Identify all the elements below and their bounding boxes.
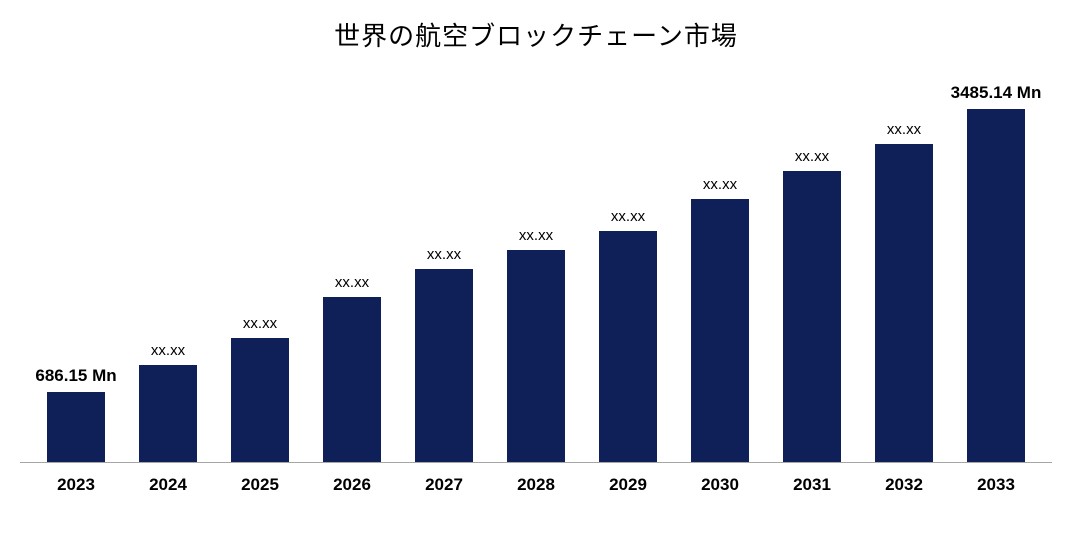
- bar-slot: xx.xx: [858, 83, 950, 462]
- bar-slot: xx.xx: [766, 83, 858, 462]
- bar: [691, 199, 750, 462]
- bar-slot: 686.15 Mn: [30, 83, 122, 462]
- bar: [507, 250, 566, 462]
- chart-title: 世界の航空ブロックチェーン市場: [20, 16, 1052, 53]
- bar: [967, 109, 1026, 462]
- bar-slot: xx.xx: [490, 83, 582, 462]
- bar: [323, 297, 382, 462]
- x-axis-label: 2033: [950, 467, 1042, 503]
- x-axis-label: 2026: [306, 467, 398, 503]
- bar-value-label: xx.xx: [519, 227, 553, 244]
- bar-value-label: xx.xx: [335, 274, 369, 291]
- bar-chart: 世界の航空ブロックチェーン市場 686.15 Mn xx.xx xx.xx xx.xx…: [0, 0, 1072, 549]
- x-axis-label: 2029: [582, 467, 674, 503]
- bar-slot: xx.xx: [674, 83, 766, 462]
- bar: [783, 171, 842, 462]
- bar-slot: xx.xx: [398, 83, 490, 462]
- bar: [875, 144, 934, 462]
- bar-value-label: 3485.14 Mn: [951, 83, 1042, 103]
- bar-value-label: xx.xx: [243, 315, 277, 332]
- x-axis-label: 2028: [490, 467, 582, 503]
- bar-value-label: xx.xx: [611, 208, 645, 225]
- bars-row: 686.15 Mn xx.xx xx.xx xx.xx xx.xx xx.xx xx.xx x…: [20, 83, 1052, 463]
- x-axis-label: 2031: [766, 467, 858, 503]
- x-axis-label: 2032: [858, 467, 950, 503]
- bar-value-label: xx.xx: [887, 121, 921, 138]
- x-axis-label: 2024: [122, 467, 214, 503]
- x-axis-label: 2025: [214, 467, 306, 503]
- bar-value-label: xx.xx: [795, 148, 829, 165]
- bar-slot: xx.xx: [122, 83, 214, 462]
- bar: [415, 269, 474, 462]
- bar: [599, 231, 658, 462]
- plot-area: 686.15 Mn xx.xx xx.xx xx.xx xx.xx xx.xx xx.xx x…: [20, 73, 1052, 503]
- x-axis-labels: 2023202420252026202720282029203020312032…: [20, 467, 1052, 503]
- x-axis-label: 2023: [30, 467, 122, 503]
- bar-slot: 3485.14 Mn: [950, 83, 1042, 462]
- bar-value-label: xx.xx: [427, 246, 461, 263]
- bar: [231, 338, 290, 462]
- x-axis-label: 2027: [398, 467, 490, 503]
- bar-value-label: 686.15 Mn: [35, 366, 116, 386]
- x-axis-label: 2030: [674, 467, 766, 503]
- bar-value-label: xx.xx: [703, 176, 737, 193]
- bar-value-label: xx.xx: [151, 342, 185, 359]
- bar-slot: xx.xx: [306, 83, 398, 462]
- bar-slot: xx.xx: [582, 83, 674, 462]
- bar: [139, 365, 198, 462]
- bar-slot: xx.xx: [214, 83, 306, 462]
- bar: [47, 392, 106, 462]
